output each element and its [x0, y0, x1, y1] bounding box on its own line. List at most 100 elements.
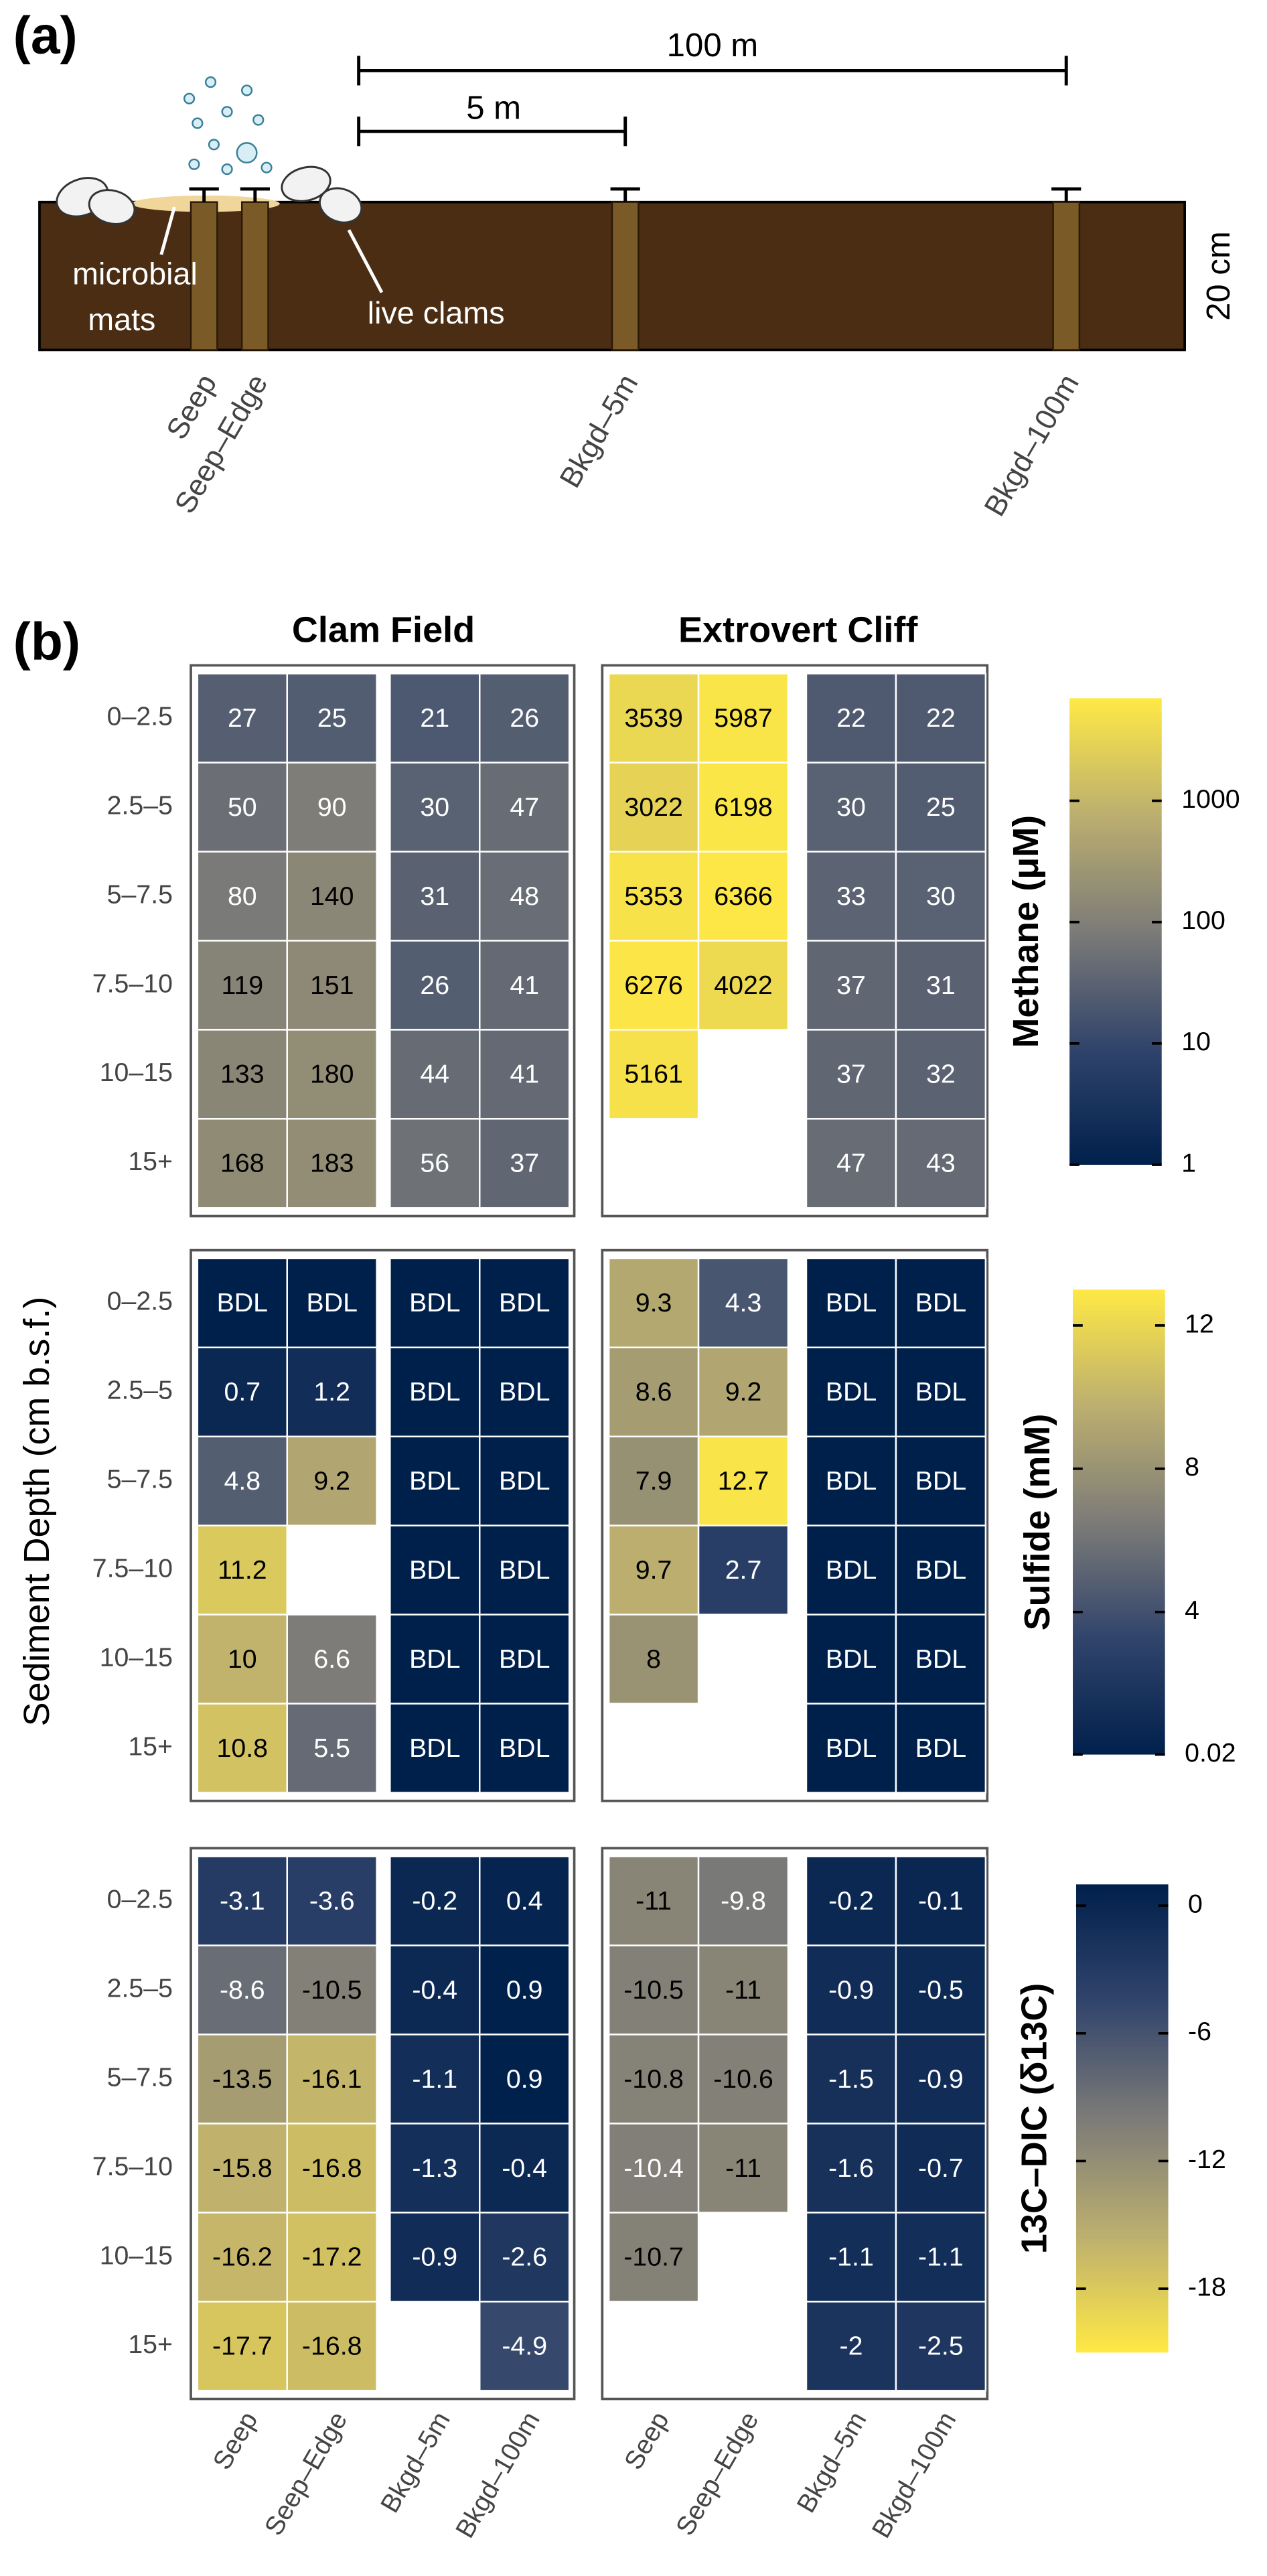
heatmap-cell	[805, 1614, 897, 1705]
cell-label: BDL	[499, 1377, 550, 1407]
heatmap-cell	[895, 2033, 987, 2125]
core	[1052, 201, 1081, 351]
cell-label: -0.4	[502, 2153, 547, 2183]
x-tick-label: Bkgd–100m	[450, 2407, 546, 2543]
cell-label: -1.1	[828, 2242, 874, 2272]
cell-label: 41	[510, 971, 539, 1000]
cell-label: BDL	[826, 1377, 877, 1407]
panel-frame	[601, 1248, 989, 1802]
cell-label: -2.6	[502, 2242, 547, 2272]
cell-label: 151	[310, 971, 354, 1000]
heatmap-cell	[895, 1118, 987, 1209]
cell-label: -0.2	[828, 1886, 874, 1916]
cell-label: BDL	[409, 1466, 460, 1496]
annotation: mats	[88, 302, 155, 337]
heatmap-cell	[479, 672, 571, 764]
colorbar-tick-label: -18	[1188, 2272, 1226, 2301]
heatmap-cell	[895, 940, 987, 1031]
panel-frame	[190, 1248, 576, 1802]
heatmap-cell	[607, 2212, 700, 2303]
cell-label: -0.2	[412, 1886, 457, 1916]
cell-label: 37	[836, 971, 866, 1000]
heatmap-cell	[286, 1703, 378, 1794]
cell-label: 31	[420, 881, 449, 911]
heatmap-cell	[196, 1346, 288, 1437]
cell-label: 43	[926, 1149, 956, 1178]
cell-label: 31	[926, 971, 956, 1000]
colorbar-tick-label: 8	[1185, 1452, 1199, 1482]
cell-label: 12.7	[718, 1466, 769, 1496]
heatmap-cell	[805, 851, 897, 942]
cell-label: -0.4	[412, 1975, 457, 2005]
cell-label: BDL	[306, 1288, 357, 1317]
heatmap-cell	[895, 762, 987, 853]
heatmap-cell	[805, 762, 897, 853]
cell-label: BDL	[409, 1288, 460, 1317]
x-tick-label: Bkgd–5m	[375, 2407, 456, 2518]
leader	[347, 229, 384, 293]
heatmap-cell	[805, 1855, 897, 1946]
cell-label: BDL	[915, 1644, 966, 1674]
heatmap-cell	[286, 1855, 378, 1946]
cell-label: 22	[926, 703, 956, 733]
cell-label: -10.6	[713, 2064, 773, 2094]
row-label: 15+	[128, 1147, 173, 1176]
group-title: Extrovert Cliff	[678, 610, 918, 650]
core	[190, 201, 218, 351]
cell-label: -16.8	[302, 2153, 362, 2183]
colorbar	[1073, 1289, 1165, 1755]
heatmap-cell	[286, 762, 378, 853]
cell-label: BDL	[499, 1288, 550, 1317]
cell-label: -0.9	[412, 2242, 457, 2272]
heatmap-cell	[697, 1944, 790, 2035]
heatmap-cell	[286, 940, 378, 1031]
cell-label: 6366	[714, 881, 772, 911]
cell-label: -4.9	[502, 2332, 547, 2361]
annotation: microbial	[72, 256, 198, 291]
heatmap-cell	[286, 2033, 378, 2125]
cell-label: -1.5	[828, 2064, 874, 2094]
heatmap-cell	[805, 1257, 897, 1349]
cell-label: BDL	[409, 1555, 460, 1585]
site-label: Bkgd–100m	[978, 368, 1085, 521]
cell-label: 0.9	[506, 1975, 543, 2005]
colorbar	[1069, 698, 1162, 1165]
panel-label: (a)	[13, 6, 78, 65]
heatmap-cell	[389, 1346, 481, 1437]
heatmap-cell	[895, 1346, 987, 1437]
group-title: Clam Field	[292, 610, 475, 650]
cell-label: -13.5	[212, 2064, 273, 2094]
y-axis-label: Sediment Depth (cm b.s.f.)	[17, 1297, 57, 1727]
colorbar	[1075, 1884, 1169, 2353]
x-tick-label: Bkgd–100m	[866, 2407, 962, 2543]
cell-label: BDL	[826, 1288, 877, 1317]
heatmap-cell	[697, 672, 790, 764]
heatmap-cell	[607, 2033, 700, 2125]
heatmap-cell	[286, 1118, 378, 1209]
cell-label: BDL	[826, 1644, 877, 1674]
bubble	[188, 158, 200, 170]
heatmap-cell	[389, 1703, 481, 1794]
heatmap-cell	[479, 1703, 571, 1794]
cell-label: 3539	[624, 703, 682, 733]
heatmap-cell	[196, 1703, 288, 1794]
row-label: 10–15	[100, 1058, 173, 1087]
cell-label: 4.8	[224, 1466, 260, 1496]
cell-label: -3.6	[309, 1886, 355, 1916]
clams	[56, 165, 363, 225]
cell-label: 9.2	[725, 1377, 762, 1407]
heatmap-cell	[805, 940, 897, 1031]
cell-label: -10.5	[302, 1975, 362, 2005]
cell-label: 2.7	[725, 1555, 762, 1585]
heatmap-cell	[697, 1257, 790, 1349]
heatmap-cell	[805, 2123, 897, 2214]
cell-label: BDL	[409, 1377, 460, 1407]
scale-label: 5 m	[466, 90, 521, 126]
cell-label: 21	[420, 703, 449, 733]
heatmap-cell	[895, 2301, 987, 2392]
heatmap-cell	[697, 1346, 790, 1437]
panel-frame	[601, 1847, 989, 2401]
cell-label: 10	[228, 1644, 257, 1674]
bubble	[183, 92, 196, 104]
